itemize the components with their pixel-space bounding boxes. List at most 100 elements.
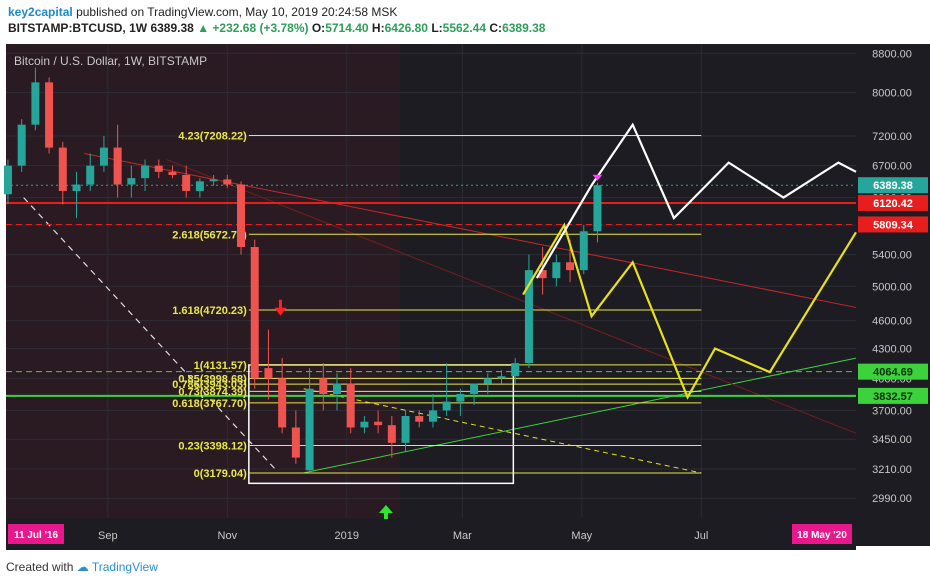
candle-body — [209, 179, 218, 182]
x-tick-label: Mar — [453, 530, 472, 542]
candle-body — [31, 82, 40, 125]
candle-body — [113, 147, 122, 185]
candle-body — [470, 383, 479, 395]
low-label: L: — [431, 21, 443, 35]
open-label: O: — [311, 21, 326, 35]
candle-body — [579, 231, 588, 271]
candle-body — [415, 416, 424, 422]
x-tick-label: Nov — [218, 530, 238, 542]
candle-body — [195, 181, 204, 192]
candle-body — [278, 378, 287, 428]
time-axis[interactable] — [6, 518, 856, 550]
chart-header: key2capital published on TradingView.com… — [8, 4, 908, 46]
y-tick-label: 6700.00 — [872, 161, 912, 173]
candle-body — [566, 262, 575, 271]
fib-level-label: 0.23(3398.12) — [178, 440, 247, 452]
candle-body — [387, 425, 396, 443]
price-label-text: 6389.38 — [873, 180, 913, 192]
candle-body — [456, 394, 465, 402]
y-tick-label: 3450.00 — [872, 434, 912, 446]
candle-body — [72, 184, 81, 192]
green-uptrend-line — [303, 357, 857, 474]
horizontal-levels — [6, 184, 856, 397]
tradingview-cloud-icon: ☁ — [76, 560, 89, 574]
sell-arrow-icon — [274, 299, 287, 316]
price-label-box — [858, 194, 928, 211]
price-label-box — [858, 216, 928, 233]
candle-body — [58, 147, 67, 192]
last-price: 6389.38 — [150, 21, 194, 35]
candle-body — [483, 378, 492, 384]
tradingview-brand[interactable]: TradingView — [91, 560, 158, 574]
candle-body — [264, 368, 273, 379]
x-end-badge — [792, 524, 852, 544]
x-start-badge-label: 11 Jul '16 — [14, 530, 59, 541]
red-long-line — [166, 159, 857, 434]
dashed-downtrend-line — [23, 197, 277, 471]
y-tick-label: 8000.00 — [872, 88, 912, 100]
candle-body — [99, 147, 108, 166]
candle-body — [127, 178, 136, 185]
fib-level-label: 0.73(3874.39) — [178, 386, 247, 398]
price-axis[interactable] — [856, 44, 930, 546]
candle-body — [168, 171, 177, 175]
x-tick-label: May — [571, 530, 592, 542]
fib-level-label: 1.618(4720.23) — [172, 305, 247, 317]
y-tick-label: 3210.00 — [872, 464, 912, 476]
fib-level-label: 4.23(7208.22) — [178, 131, 247, 143]
price-label-box — [858, 363, 928, 380]
candle-body — [401, 416, 410, 443]
change-value: +232.68 (+3.78%) — [212, 21, 309, 35]
price-label-box — [858, 387, 928, 404]
fib-level-label: 0.618(3767.70) — [172, 398, 247, 410]
candle-body — [593, 185, 602, 232]
candle-body — [538, 270, 547, 279]
y-tick-label: 3700.00 — [872, 405, 912, 417]
candle-body — [154, 165, 163, 172]
candle-body — [497, 376, 506, 379]
candle-body — [141, 165, 150, 179]
open-value: 5714.40 — [325, 21, 369, 35]
fib-levels: 4.23(7208.22) 2.618(5672.75) 1.618(4720.23… — [172, 131, 702, 485]
candle-body — [182, 174, 191, 192]
x-end-badge-label: 18 May '20 — [797, 530, 847, 541]
close-label: C: — [489, 21, 503, 35]
pivot-marker-icon — [592, 174, 603, 181]
x-tick-label: Sep — [98, 530, 118, 542]
created-with-label: Created with — [6, 560, 74, 574]
ohlc-line: BITSTAMP:BTCUSD, 1W 6389.38 ▲ +232.68 (+… — [8, 20, 908, 36]
y-tick-label: 8800.00 — [872, 48, 912, 60]
red-resistance-line — [84, 153, 857, 308]
publisher-name[interactable]: key2capital — [8, 5, 73, 19]
y-tick-label: 5000.00 — [872, 281, 912, 293]
x-axis-ticks: Sep Nov 2019 Mar May Jul 11 Jul '16 18 May '20 — [8, 524, 852, 544]
price-label-text: 6120.42 — [873, 198, 913, 210]
y-tick-label: 4300.00 — [872, 343, 912, 355]
chart-title: Bitcoin / U.S. Dollar, 1W, BITSTAMP — [14, 54, 207, 68]
candles — [3, 67, 602, 473]
price-labels: 6389.38 6120.42 5809.34 4064.69 3832.57 — [858, 177, 928, 404]
candle-body — [428, 410, 437, 422]
y-tick-label: 2990.00 — [872, 493, 912, 505]
candle-body — [332, 383, 341, 395]
grid — [6, 44, 856, 518]
candle-body — [346, 383, 355, 428]
price-label-text: 4064.69 — [873, 367, 913, 379]
x-tick-label: 2019 — [335, 530, 359, 542]
candle-body — [223, 179, 232, 185]
candle-body — [442, 401, 451, 411]
up-arrow-icon: ▲ — [197, 21, 210, 35]
symbol-label: BITSTAMP:BTCUSD, 1W — [8, 21, 148, 35]
candle-body — [291, 427, 300, 458]
candle-body — [374, 421, 383, 426]
candle-body — [552, 262, 561, 279]
publish-line: key2capital published on TradingView.com… — [8, 4, 908, 20]
candle-body — [511, 363, 520, 377]
price-chart[interactable]: 4.23(7208.22) 2.618(5672.75) 1.618(4720.23… — [0, 44, 930, 550]
price-label-text: 3832.57 — [873, 391, 913, 403]
y-tick-label: 5400.00 — [872, 250, 912, 262]
price-label-box — [858, 177, 928, 194]
candle-body — [86, 165, 95, 185]
fib-level-label: 0.786(3943.03) — [172, 379, 247, 391]
candle-body — [3, 165, 12, 195]
